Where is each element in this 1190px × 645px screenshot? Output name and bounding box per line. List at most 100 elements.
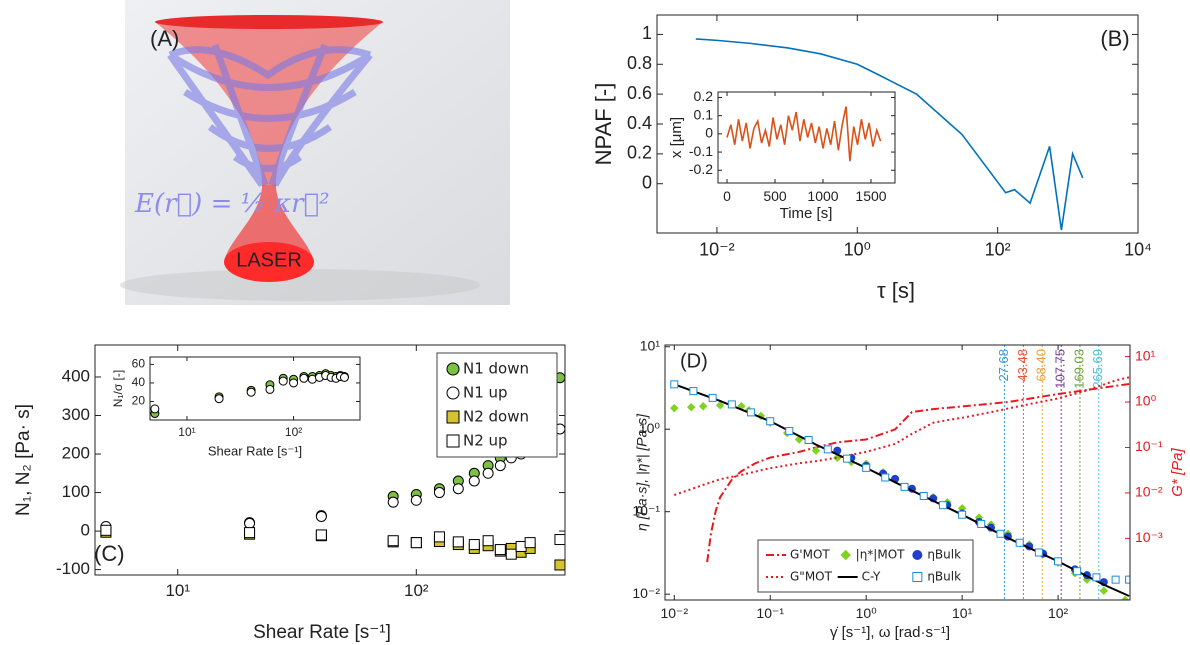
panel-label: (D) (680, 350, 708, 372)
data-point (671, 381, 678, 388)
y-axis-label: N₁/σ [-] (111, 370, 125, 407)
data-point (1093, 574, 1100, 581)
y-tick-label: 400 (62, 366, 90, 385)
data-point (525, 538, 535, 548)
data-point (388, 497, 398, 507)
data-point (901, 483, 908, 490)
data-point (709, 394, 716, 401)
x-tick-label: 10² (404, 581, 429, 600)
y2-tick-label: 10⁻² (1135, 484, 1163, 500)
data-point (863, 464, 870, 471)
y-tick-label: 1 (642, 23, 652, 43)
x-tick-label: 0 (723, 188, 731, 204)
plot-area (718, 92, 895, 183)
x-axis-label: Shear Rate [s⁻¹] (208, 443, 302, 458)
legend-label: N2 down (463, 408, 529, 426)
data-point (469, 476, 479, 486)
data-point (340, 373, 348, 381)
data-point (1126, 576, 1133, 583)
y2-tick-label: 10⁻¹ (1135, 438, 1163, 454)
data-point (786, 428, 793, 435)
y-tick-label: 40 (132, 375, 146, 389)
y-tick-label: -100 (56, 559, 90, 578)
laser-label: LASER (236, 249, 302, 271)
data-point (101, 525, 111, 535)
reference-label: 68.40 (1034, 349, 1049, 382)
data-point (316, 530, 326, 540)
data-point (1112, 576, 1119, 583)
data-point (266, 385, 274, 393)
panel-label: (C) (94, 541, 125, 566)
data-point (1016, 539, 1023, 546)
legend-marker (447, 435, 459, 447)
data-point (824, 446, 831, 453)
x-tick-label: 10² (985, 239, 1011, 259)
x-tick-label: 10⁻¹ (756, 605, 784, 621)
y-axis-label: η [Pa·s], |η*| [Pa·s] (634, 413, 650, 531)
data-point (215, 395, 223, 403)
y-axis-label: N₁, N₂ [Pa· s] (13, 404, 34, 516)
data-point (997, 530, 1004, 537)
y-tick-label: 0.6 (627, 83, 652, 103)
x-tick-label: 10¹ (952, 605, 973, 621)
data-point (300, 374, 308, 382)
data-point (245, 518, 255, 528)
y-tick-label: 0.4 (627, 113, 652, 133)
data-point (555, 560, 565, 570)
data-point (247, 388, 255, 396)
data-point (959, 511, 966, 518)
data-point (483, 468, 493, 478)
legend-label: G'MOT (790, 548, 830, 562)
data-point (506, 549, 516, 559)
data-point (453, 537, 463, 547)
x-tick-label: 10⁰ (856, 605, 878, 621)
data-point (434, 532, 444, 542)
y2-tick-label: 10⁰ (1135, 393, 1157, 409)
y-tick-label: 0.2 (627, 143, 652, 163)
x-tick-label: 10² (1048, 605, 1069, 621)
reference-label: 43.48 (1015, 349, 1030, 382)
legend-label: G"MOT (790, 570, 833, 584)
legend-marker (447, 387, 459, 399)
reference-label: 27.68 (996, 349, 1011, 382)
data-point (245, 528, 255, 538)
data-point (978, 520, 985, 527)
data-point (453, 484, 463, 494)
data-point (434, 488, 444, 498)
legend-marker (447, 363, 459, 375)
legend-label: ηBulk (927, 548, 961, 562)
reference-label: 107.75 (1053, 349, 1068, 389)
legend-label: |η*|MOT (856, 548, 905, 562)
x-tick-label: 10⁴ (1124, 239, 1152, 259)
x-tick-label: 10² (285, 425, 302, 439)
data-point (555, 535, 565, 545)
y-tick-label: 10¹ (640, 337, 661, 353)
x-axis-label: Shear Rate [s⁻¹] (253, 622, 391, 643)
legend-label: N1 up (463, 384, 508, 402)
data-point (767, 418, 774, 425)
data-point (939, 502, 946, 509)
y-tick-label: 0.1 (694, 106, 714, 122)
x-tick-label: 10⁻² (699, 239, 735, 259)
y-tick-label: 0.8 (627, 53, 652, 73)
y-tick-label: -0.2 (689, 161, 713, 177)
formula: E(r⃗) = ½ κr⃗² (134, 189, 330, 219)
data-point (1074, 568, 1081, 575)
data-point (279, 377, 287, 385)
data-point (290, 379, 298, 387)
x-tick-label: 1500 (855, 188, 886, 204)
laser-top (155, 15, 383, 29)
y-axis-label: NPAF [-] (591, 83, 616, 166)
y2-axis-label: G* [Pa] (1169, 447, 1186, 496)
y-tick-label: 20 (132, 394, 146, 408)
data-point (483, 536, 493, 546)
legend-marker (913, 551, 922, 560)
reference-label: 169.03 (1071, 349, 1086, 389)
y-tick-label: 0 (705, 125, 713, 141)
legend: N1 downN1 upN2 downN2 up (437, 353, 557, 457)
illustration: (A) LASER E(r⃗) = ½ κr⃗² (120, 0, 510, 305)
y-tick-label: 300 (62, 405, 90, 424)
data-point (805, 437, 812, 444)
chart: 10⁻²10⁻¹10⁰10¹10²10⁻²10⁻¹10⁰10¹10⁻³10⁻²1… (632, 337, 1186, 641)
x-tick-label: 500 (763, 188, 787, 204)
